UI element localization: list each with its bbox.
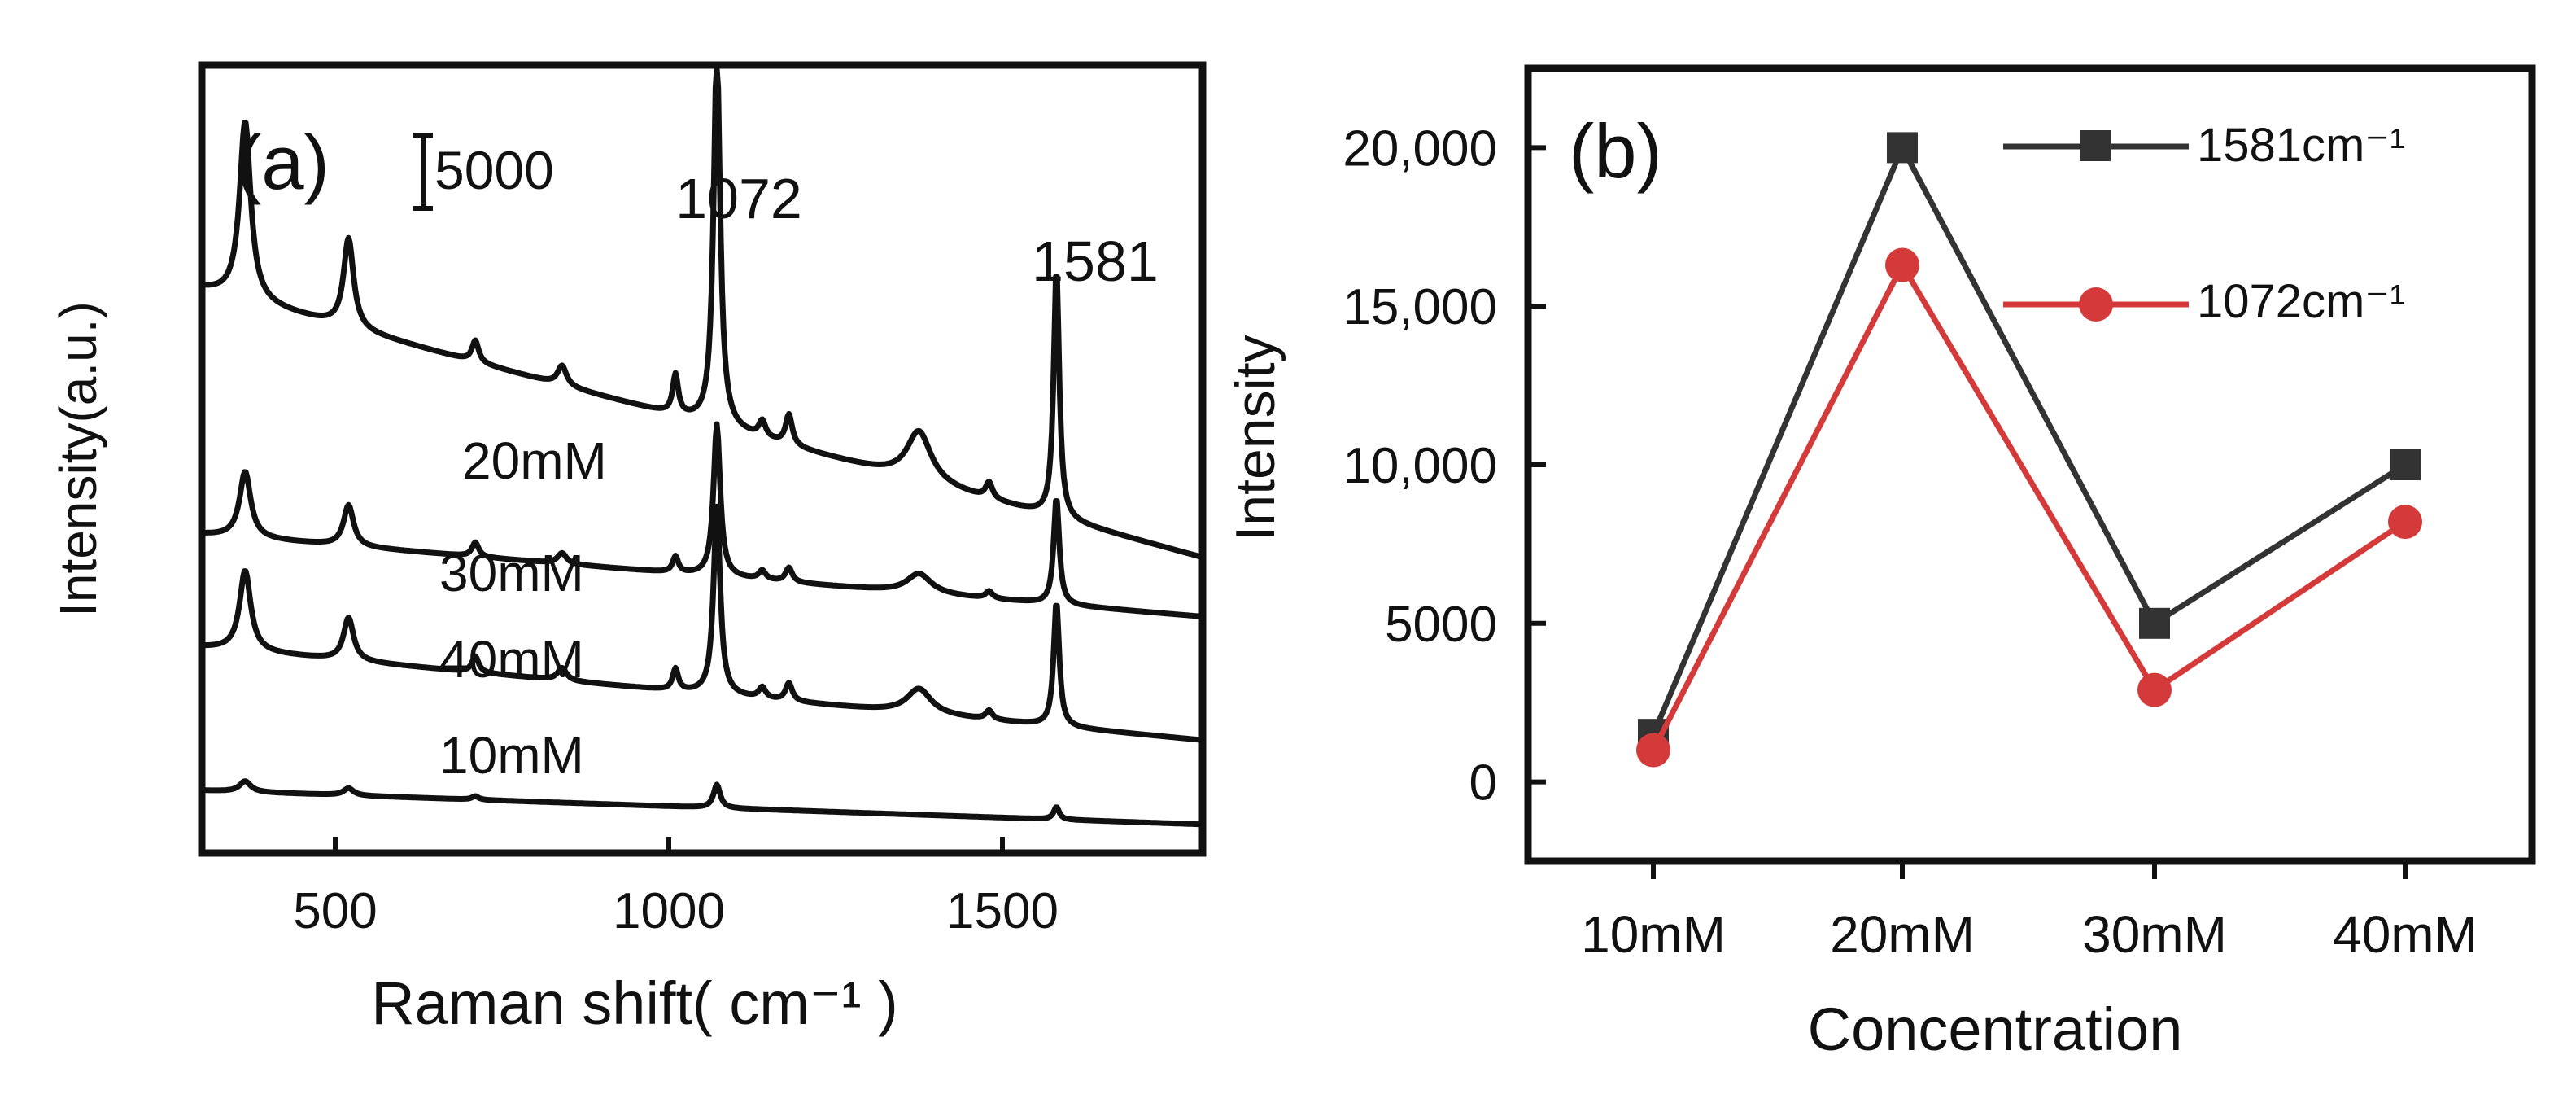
x-tick-label-1500: 1500 [946,883,1059,939]
series-line-1 [1650,262,2407,752]
peak-label-1581: 1581 [1032,230,1159,293]
y-tick-label-5000: 5000 [1385,597,1497,653]
point-1581-40mM [2390,449,2421,480]
panel-a-scale-bar: 5000 [413,133,554,211]
legend: 1581cm⁻¹ 1072cm⁻¹ [2003,119,2405,328]
y-tick-label-20000: 20,000 [1343,120,1497,177]
series-label-40mM: 40mM [439,630,584,689]
legend-label-1072: 1072cm⁻¹ [2197,275,2405,328]
x-tick-label-40mM: 40mM [2333,905,2478,964]
panel-b: 0 5000 10,000 15,000 20,000 10mM 20mM 30mM 40mM… [1225,64,2536,1063]
panel-a-spectra [200,65,1204,828]
point-1581-20mM [1887,132,1918,164]
x-tick-label-1000: 1000 [613,883,725,939]
series-label-10mM: 10mM [439,726,584,785]
panel-b-y-axis: 0 5000 10,000 15,000 20,000 [1343,120,1546,812]
x-tick-label-20mM: 20mM [1830,905,1975,964]
x-tick-label-30mM: 30mM [2082,905,2227,964]
panel-a-y-axis-label: Intensity(a.u.) [49,301,107,617]
panel-b-plot-frame [1524,64,2536,865]
panel-b-y-axis-label: Intensity [1225,335,1286,540]
series-label-20mM: 20mM [462,431,607,490]
legend-marker-1072 [2079,287,2113,322]
legend-label-1581: 1581cm⁻¹ [2197,119,2405,172]
y-tick-label-0: 0 [1469,755,1497,812]
spectrum-20mM [200,65,1204,560]
x-tick-label-10mM: 10mM [1581,905,1726,964]
spectrum-40mM [200,503,1204,743]
point-1072-20mM [1885,247,1919,282]
scale-bar-label: 5000 [434,140,554,200]
panel-a: 500 1000 1500 (a) 5000 1072 1581 20mM 30mM… [49,61,1207,1037]
legend-marker-1581 [2080,130,2111,161]
y-tick-label-10000: 10,000 [1343,438,1497,494]
y-tick-label-15000: 15,000 [1343,279,1497,335]
spectrum-30mM [200,421,1204,619]
panel-b-x-axis: 10mM 20mM 30mM 40mM [1581,861,2478,964]
point-1581-30mM [2139,607,2170,639]
point-1072-30mM [2137,672,2172,707]
spectrum-10mM [200,778,1204,828]
panel-a-label: (a) [236,120,330,205]
panel-a-x-axis: 500 1000 1500 [293,837,1059,939]
panel-b-x-axis-label: Concentration [1808,996,2183,1063]
panel-b-series [1636,132,2422,768]
panel-a-plot-frame [198,61,1207,857]
panel-b-label: (b) [1569,108,1662,194]
point-1072-40mM [2388,505,2422,540]
panel-a-x-axis-label: Raman shift( cm⁻¹ ) [371,969,898,1037]
peak-label-1072: 1072 [675,167,802,230]
point-1072-10mM [1636,733,1670,768]
series-label-30mM: 30mM [439,544,584,602]
series-line-0 [1650,144,2407,736]
x-tick-label-500: 500 [293,883,377,939]
